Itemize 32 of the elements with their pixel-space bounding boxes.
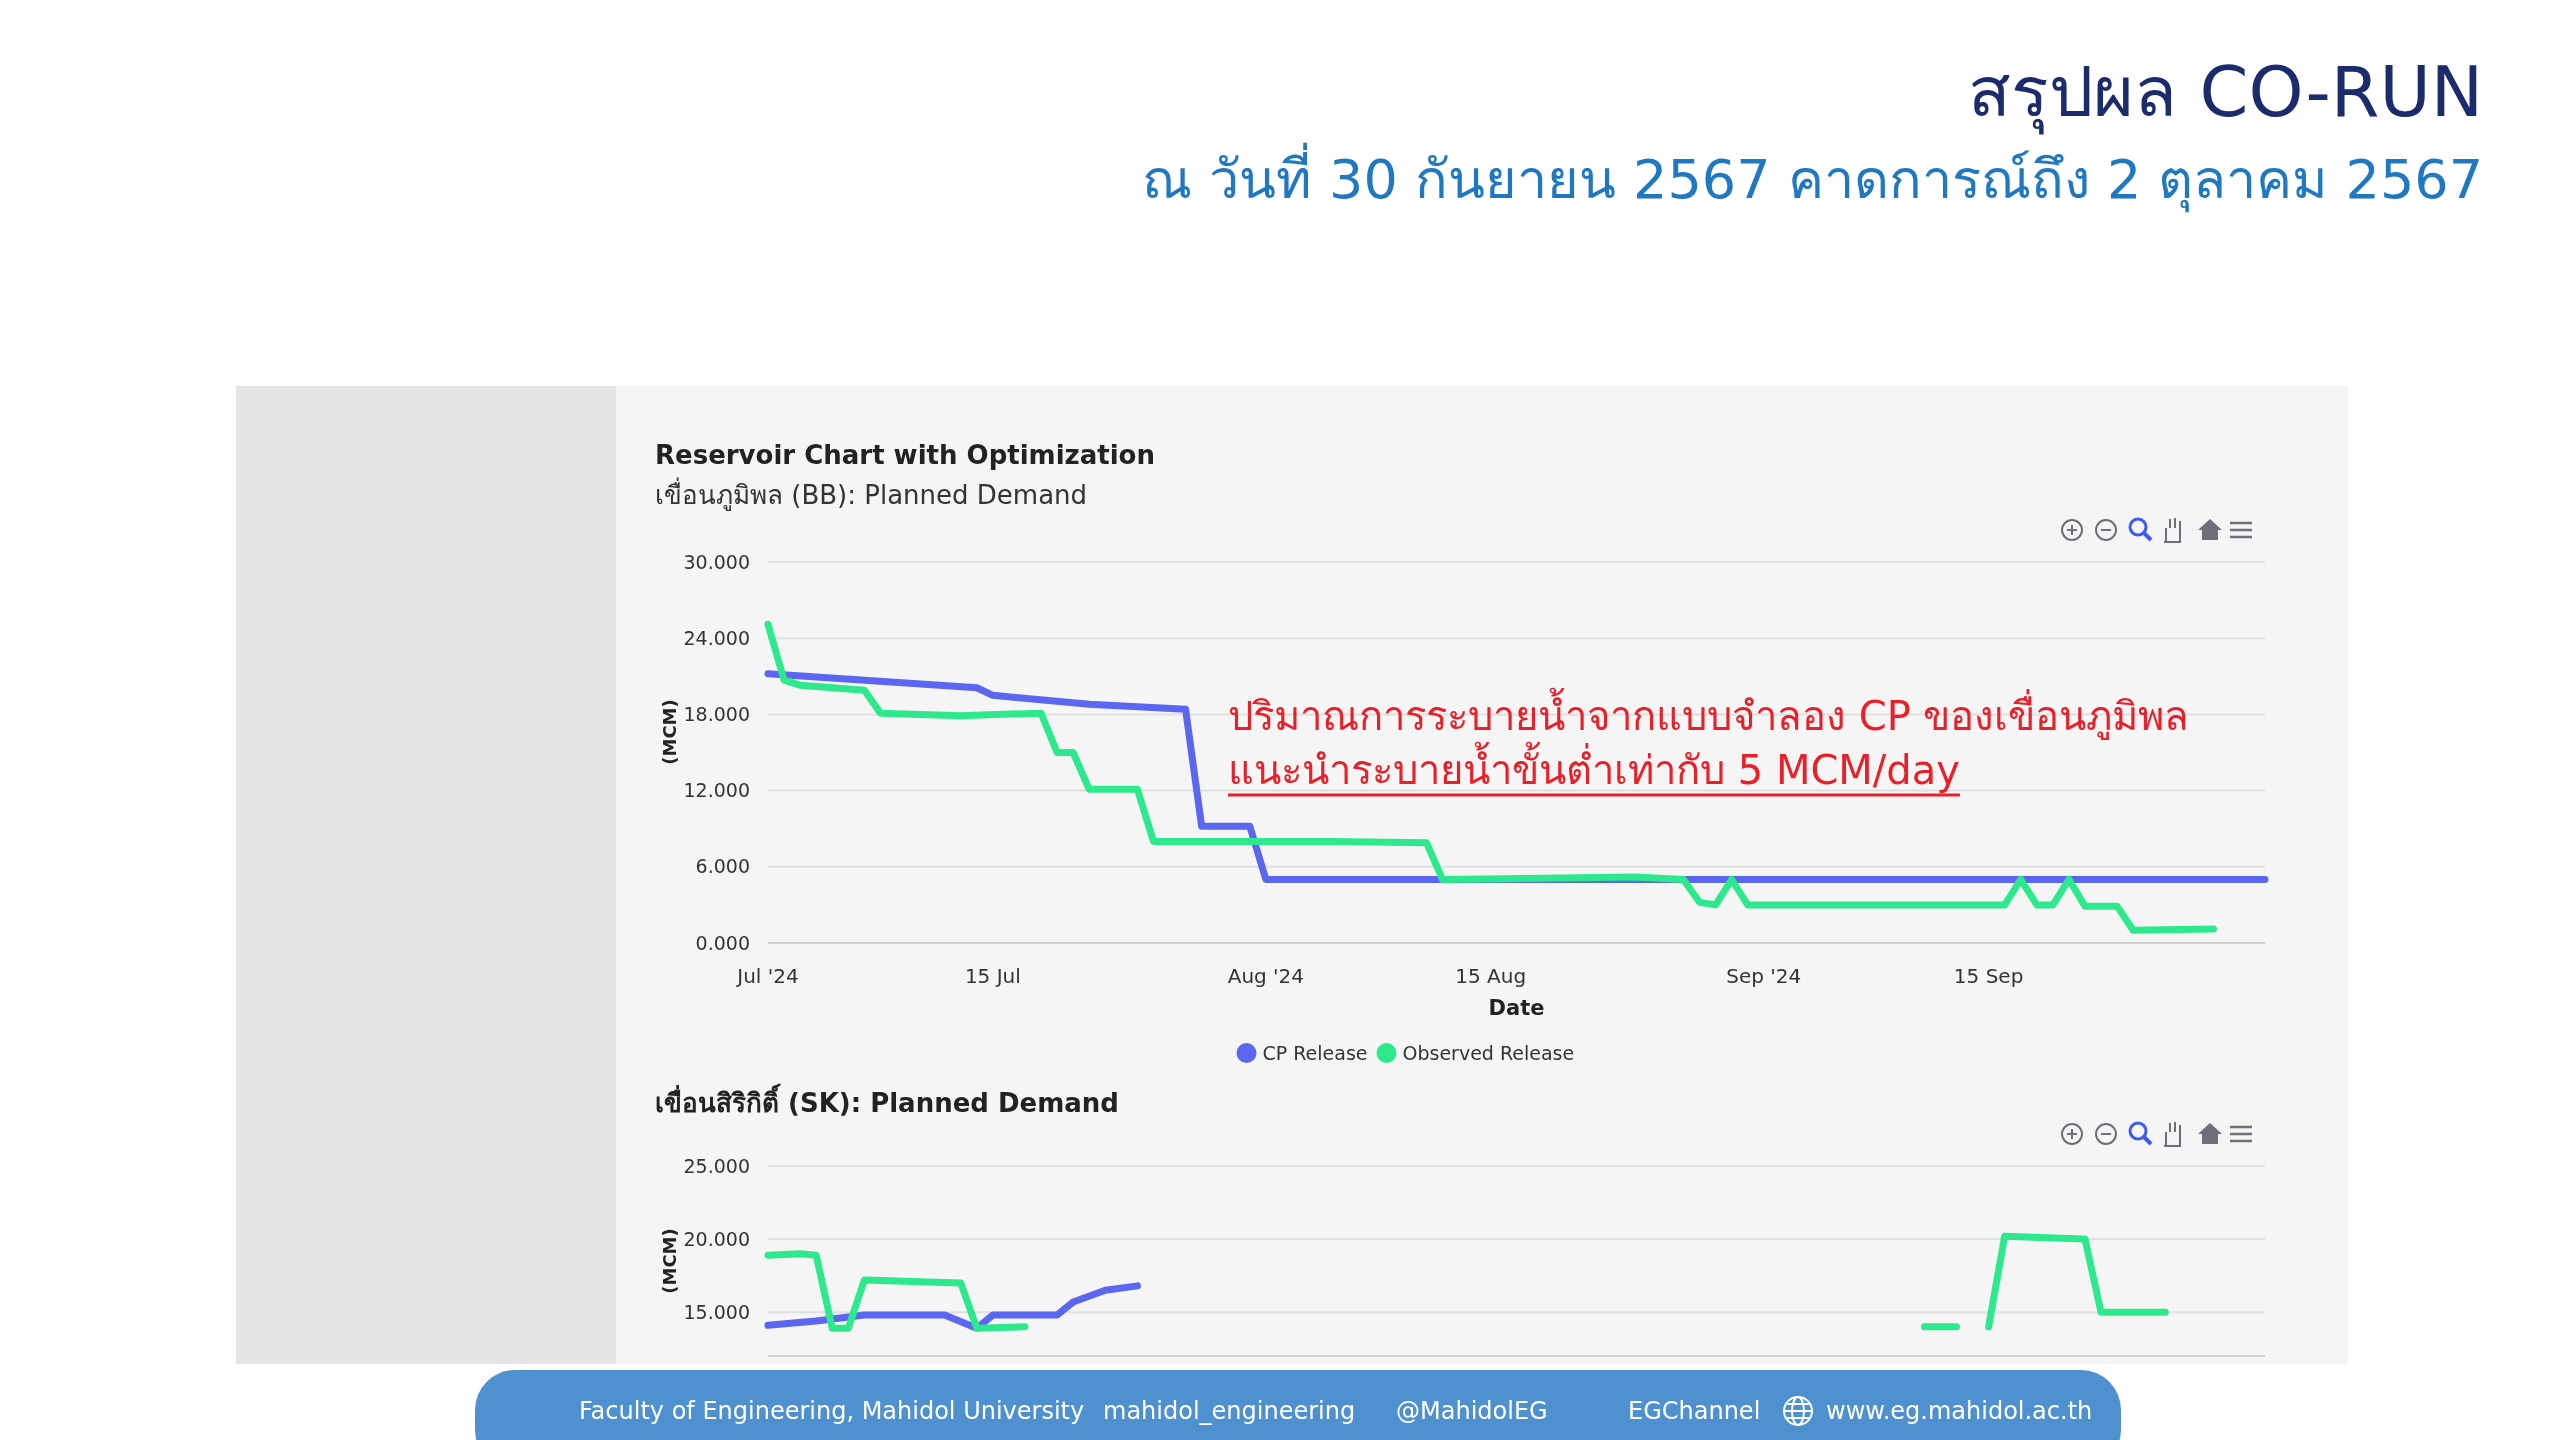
y-tick-label: 15.000: [683, 1300, 750, 1323]
x-axis-title: Date: [1488, 996, 1545, 1020]
x-tick-label: Jul '24: [735, 964, 799, 988]
y-tick-label: 20.000: [683, 1227, 750, 1250]
x-tick-label: Aug '24: [1227, 964, 1305, 988]
x-tick-label: 15 Aug: [1455, 964, 1527, 988]
y-tick-label: 25.000: [683, 1154, 750, 1177]
y-axis-title: (MCM): [659, 1228, 680, 1294]
legend-label: Observed Release: [1402, 1041, 1575, 1064]
y-tick-label: 6.000: [695, 855, 750, 878]
y-tick-label: 18.000: [683, 703, 750, 726]
legend-label: CP Release: [1262, 1041, 1368, 1064]
x-tick-label: Sep '24: [1726, 964, 1802, 988]
text: Faculty of Engineering, Mahidol University: [579, 1397, 1085, 1426]
chart-title: เขื่อนสิริกิติ์ (SK): Planned Demand: [655, 1083, 1119, 1118]
text: EGChannel: [1628, 1397, 1761, 1426]
y-tick-label: 30.000: [683, 550, 750, 573]
annotation: แนะนำระบายน้ำขั้นต่ำเท่ากับ 5 MCM/day: [1228, 741, 1960, 793]
x-tick-label: 15 Sep: [1953, 964, 2024, 988]
annotation: ปริมาณการระบายน้ำจากแบบจำลอง CP ของเขื่อนภูมิพล: [1228, 687, 2190, 740]
y-tick-label: 0.000: [695, 931, 750, 954]
text: สรุปผล CO-RUN: [1968, 51, 2483, 135]
text: ณ วันที่ 30 กันยายน 2567 คาดการณ์ถึง 2 ตุลาคม 2567: [1141, 142, 2483, 213]
y-tick-label: 12.000: [683, 779, 750, 802]
text: www.eg.mahidol.ac.th: [1826, 1397, 2093, 1426]
chart-subtitle: เขื่อนภูมิพล (BB): Planned Demand: [655, 477, 1088, 511]
y-axis-title: (MCM): [659, 699, 680, 765]
y-tick-label: 24.000: [683, 626, 750, 649]
x-tick-label: 15 Jul: [964, 964, 1021, 988]
chart-title: Reservoir Chart with Optimization: [655, 440, 1155, 470]
text: @MahidolEG: [1396, 1397, 1548, 1426]
text: mahidol_engineering: [1103, 1397, 1356, 1426]
